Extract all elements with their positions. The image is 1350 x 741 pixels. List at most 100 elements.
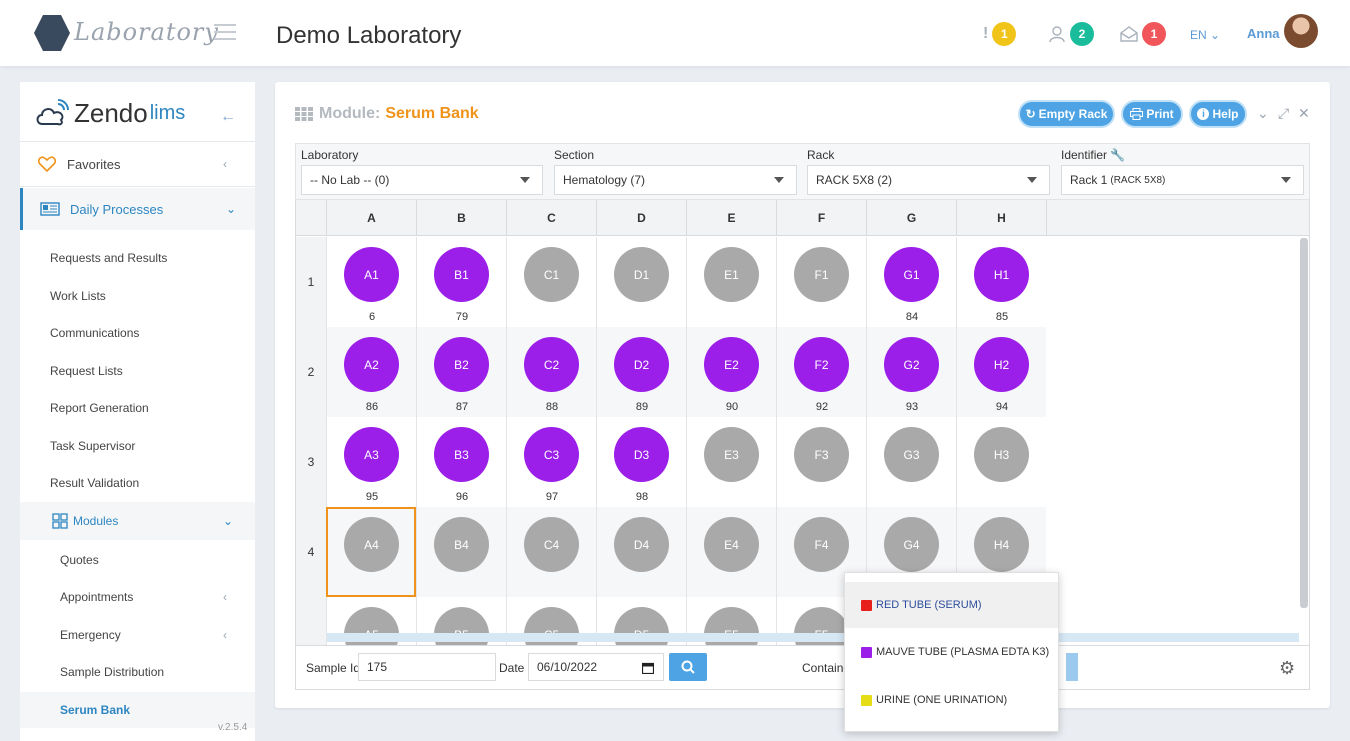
laboratory-select[interactable]: -- No Lab -- (0) [301,165,543,195]
tube-empty[interactable]: F1 [794,247,849,302]
sidebar-item-work-lists[interactable]: Work Lists [20,283,255,309]
tube-filled[interactable]: B3 [434,427,489,482]
tube-empty[interactable]: C4 [524,517,579,572]
sidebar-item-serum-bank[interactable]: Serum Bank [20,692,255,728]
chevron-down-icon[interactable]: ⌄ [1257,105,1269,121]
rack-cell[interactable]: D3 98 [596,417,686,507]
rack-cell[interactable]: F1 [776,237,866,327]
close-icon[interactable]: ✕ [1298,105,1310,121]
rack-cell[interactable]: E4 [686,507,776,597]
rack-cell[interactable]: F4 [776,507,866,597]
rack-cell[interactable]: H1 85 [956,237,1046,327]
container-option-urine[interactable]: URINE (ONE URINATION) [845,677,1058,723]
tube-empty[interactable]: E1 [704,247,759,302]
print-button[interactable]: Print [1121,100,1183,128]
sidebar-item-communications[interactable]: Communications [20,320,255,346]
tube-empty[interactable]: E3 [704,427,759,482]
tube-filled[interactable]: F2 [794,337,849,392]
rack-cell[interactable]: B3 96 [416,417,506,507]
sidebar-item-appointments[interactable]: Appointments ‹ [20,584,255,610]
sidebar-item-report-generation[interactable]: Report Generation [20,395,255,421]
rack-cell[interactable]: D1 [596,237,686,327]
rack-cell[interactable]: C4 [506,507,596,597]
tube-empty[interactable]: E4 [704,517,759,572]
users-button[interactable]: 2 [1048,22,1094,46]
date-input[interactable]: 06/10/2022 [528,653,664,681]
sidebar-item-request-lists[interactable]: Request Lists [20,358,255,384]
user-name[interactable]: Anna [1247,26,1280,41]
rack-cell[interactable]: E1 [686,237,776,327]
tube-filled[interactable]: E2 [704,337,759,392]
identifier-select[interactable]: Rack 1 (RACK 5X8) [1061,165,1304,195]
tube-filled[interactable]: G2 [884,337,939,392]
section-select[interactable]: Hematology (7) [554,165,797,195]
rack-cell[interactable]: F2 92 [776,327,866,417]
tube-filled[interactable]: B1 [434,247,489,302]
tube-filled[interactable]: H2 [974,337,1029,392]
tube-empty[interactable]: B4 [434,517,489,572]
rack-cell[interactable]: C2 88 [506,327,596,417]
tube-filled[interactable]: H1 [974,247,1029,302]
sidebar-item-emergency[interactable]: Emergency ‹ [20,622,255,648]
arrow-left-icon[interactable]: ← [220,108,236,125]
rack-cell[interactable]: C3 97 [506,417,596,507]
vertical-scrollbar[interactable] [1300,238,1308,608]
rack-cell[interactable]: A2 86 [326,327,416,417]
alerts-button[interactable]: ! 1 [983,22,1017,46]
rack-cell[interactable]: E3 [686,417,776,507]
tube-empty[interactable]: G3 [884,427,939,482]
rack-cell[interactable]: G1 84 [866,237,956,327]
rack-cell[interactable]: D4 [596,507,686,597]
container-option-mauve-tube[interactable]: MAUVE TUBE (PLASMA EDTA K3) [845,629,1058,675]
tube-empty[interactable]: H4 [974,517,1029,572]
container-confirm-button[interactable] [1066,653,1078,681]
sidebar-item-task-supervisor[interactable]: Task Supervisor [20,433,255,459]
tube-filled[interactable]: C3 [524,427,579,482]
gear-icon[interactable]: ⚙ [1279,658,1296,678]
rack-cell[interactable]: F3 [776,417,866,507]
tube-empty[interactable]: F3 [794,427,849,482]
rack-cell[interactable]: B4 [416,507,506,597]
tube-empty[interactable]: A4 [344,517,399,572]
sidebar-item-daily-processes[interactable]: Daily Processes ⌄ [20,188,255,230]
rack-cell[interactable]: B1 79 [416,237,506,327]
language-selector[interactable]: EN ⌄ [1190,28,1220,42]
tube-empty[interactable]: H3 [974,427,1029,482]
sidebar-item-sample-distribution[interactable]: Sample Distribution [20,659,255,685]
expand-icon[interactable]: ⤢ [1278,105,1290,121]
help-button[interactable]: i Help [1189,100,1247,128]
tube-filled[interactable]: G1 [884,247,939,302]
tube-empty[interactable]: C1 [524,247,579,302]
tube-filled[interactable]: D3 [614,427,669,482]
tube-filled[interactable]: A3 [344,427,399,482]
sample-id-input[interactable]: 175 [358,653,496,681]
rack-cell[interactable]: G2 93 [866,327,956,417]
rack-cell[interactable]: B2 87 [416,327,506,417]
avatar[interactable] [1284,14,1318,48]
wrench-icon[interactable]: 🔧 [1110,148,1126,162]
tube-filled[interactable]: B2 [434,337,489,392]
empty-rack-button[interactable]: ↻ Empty Rack [1018,100,1115,128]
rack-cell[interactable]: D2 89 [596,327,686,417]
rack-cell[interactable]: G3 [866,417,956,507]
search-button[interactable] [669,653,707,681]
sidebar-item-result-validation[interactable]: Result Validation [20,470,255,496]
menu-toggle-icon[interactable] [214,24,236,40]
rack-cell[interactable]: A1 6 [326,237,416,327]
container-option-red-tube[interactable]: RED TUBE (SERUM) [845,582,1058,628]
messages-button[interactable]: 1 [1120,22,1166,46]
tube-filled[interactable]: A2 [344,337,399,392]
sidebar-item-requests-and-results[interactable]: Requests and Results [20,245,255,271]
rack-cell[interactable]: E2 90 [686,327,776,417]
rack-cell[interactable]: A3 95 [326,417,416,507]
rack-cell[interactable]: H2 94 [956,327,1046,417]
tube-empty[interactable]: G4 [884,517,939,572]
rack-cell[interactable]: C1 [506,237,596,327]
tube-filled[interactable]: D2 [614,337,669,392]
tube-filled[interactable]: C2 [524,337,579,392]
horizontal-scrollbar[interactable] [327,633,1299,642]
tube-empty[interactable]: D4 [614,517,669,572]
sidebar-item-modules[interactable]: Modules ⌄ [20,502,255,540]
rack-cell[interactable]: H3 [956,417,1046,507]
tube-empty[interactable]: F4 [794,517,849,572]
